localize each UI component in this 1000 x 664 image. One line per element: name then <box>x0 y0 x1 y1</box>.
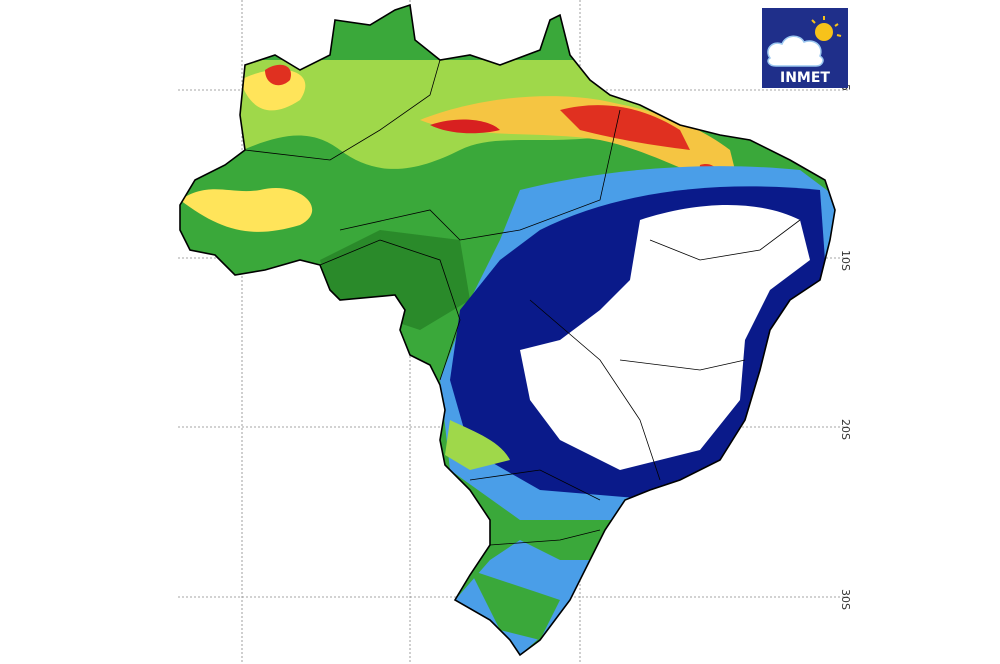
state-borders <box>244 59 801 546</box>
logo-text: INMET <box>780 70 830 86</box>
inmet-logo: INMET <box>762 8 848 88</box>
lat-label: 20S <box>839 419 852 440</box>
lat-label: 30S <box>839 589 852 610</box>
lat-label: 10S <box>839 250 852 271</box>
